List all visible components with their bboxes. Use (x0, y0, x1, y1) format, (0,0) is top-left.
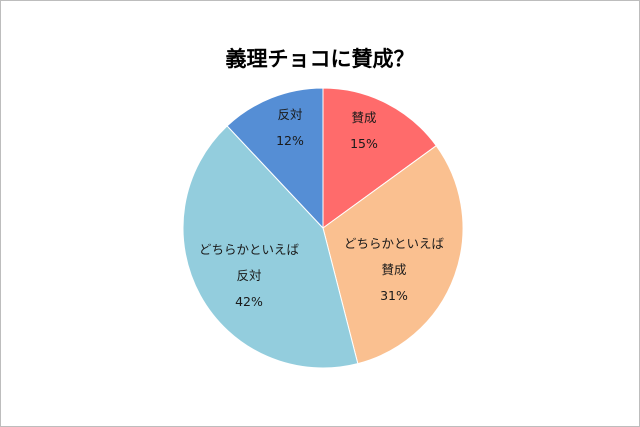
pie-slice-2 (322, 145, 464, 365)
slice-1-category-label: 賛成 (351, 110, 376, 125)
pie-slice-1 (322, 87, 437, 229)
pie-slice-4 (226, 87, 324, 230)
slice-4-category-label: 反対 (277, 107, 302, 122)
pie-slice-3 (182, 125, 359, 369)
slice-3-category-label: 反対 (236, 268, 261, 283)
slice-2-category-label: 賛成 (381, 262, 406, 277)
slice-1-percent-label: 15% (350, 136, 378, 151)
slice-2-percent-label: 31% (380, 288, 408, 303)
slice-4-percent-label: 12% (276, 133, 304, 148)
chart-title: 義理チョコに賛成？ (226, 47, 415, 71)
pie-slices (182, 87, 464, 369)
slice-3-percent-label: 42% (235, 294, 263, 309)
slice-3-category-label: どちらかといえば (199, 242, 300, 257)
slice-2-category-label: どちらかといえば (344, 236, 445, 251)
